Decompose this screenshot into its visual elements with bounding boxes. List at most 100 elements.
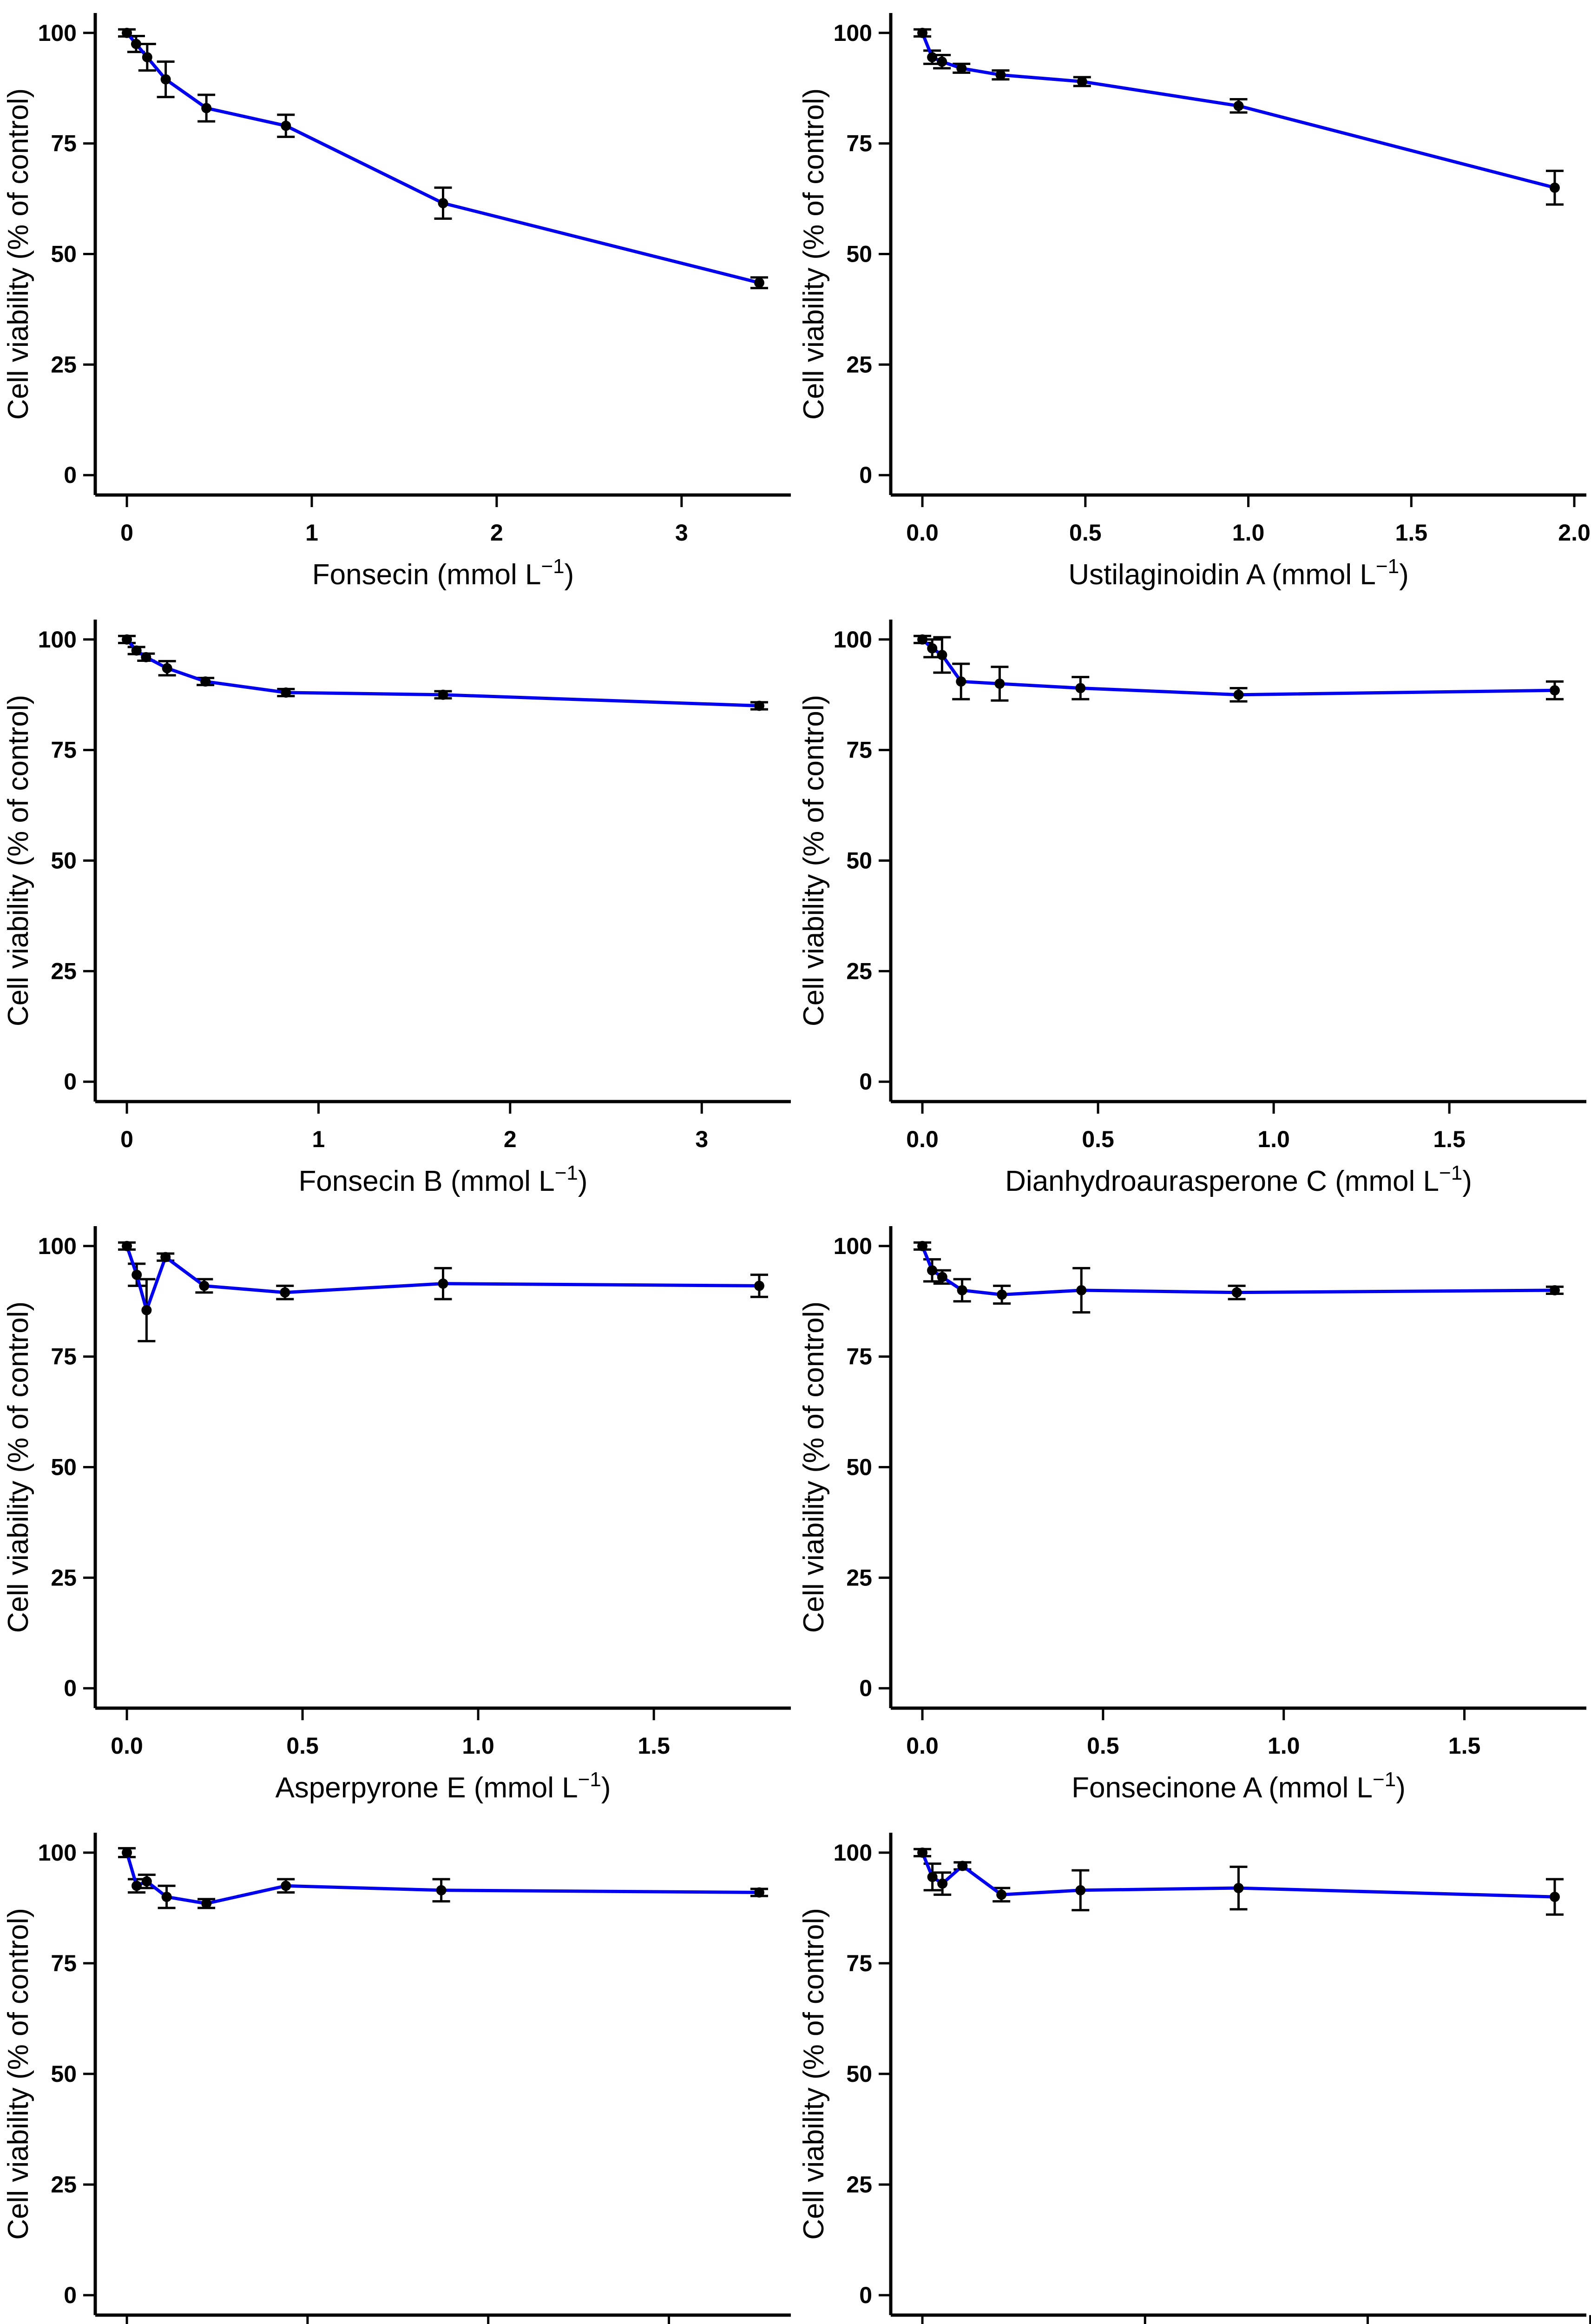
data-point [956,676,966,687]
data-point [1549,1285,1560,1295]
axis-title-exponent: −1 [578,1768,601,1791]
axis-title-base: Fonsecin B (mmol L [298,1165,554,1197]
y-tick-label: 50 [846,1454,872,1480]
axes: 0 25 50 75 100 0.0 0.5 1.0 1.5 [834,620,1586,1152]
y-axis-title: Cell viability (% of control) [798,695,830,1026]
y-tick-label: 25 [51,2172,77,2198]
x-tick-label: 1 [305,520,318,546]
y-axis-title: Cell viability (% of control) [2,88,34,420]
data-point [1077,76,1087,87]
axes: 02550751000246 [834,1833,1591,2324]
data-point [281,120,291,131]
chart-dianhydroaurasperone-c: 0 25 50 75 100 0.0 0.5 1.0 1.5 Dianhydroauraspero… [796,607,1591,1213]
y-tick-label: 25 [846,958,872,984]
y-tick-label: 0 [64,1675,77,1701]
series-line [921,638,1555,697]
data-point [1231,1287,1242,1298]
x-axis-title: Fonsecin (mmol L−1) [312,555,574,591]
axes: 0 25 50 75 100 0.0 0.5 1.0 1.5 [38,1226,791,1759]
chart-ascorbic-acid: 02550751000246Ascorbic acid (mmol L−1)Ce… [796,1820,1591,2324]
data-point [280,1287,290,1298]
x-tick-label: 2 [490,520,503,546]
y-axis-title: Cell viability (% of control) [798,1301,830,1633]
chart-svg: 0 25 50 75 100 0.0 0.5 1.0 1.5 Fonsecinone A (mmo… [798,1226,1586,1804]
x-tick-label: 0.5 [1069,520,1102,546]
data-point [160,74,171,85]
data-point [160,1252,171,1262]
data-point [917,27,928,38]
data-point [281,1881,291,1891]
y-tick-label: 50 [846,848,872,874]
data-point [754,277,764,288]
chart-svg: 0 25 50 75 100 0.0 0.5 1.0 1.5 2.0 Ustilaginoidin … [798,13,1591,591]
chart-fonsecinone-a: 0 25 50 75 100 0.0 0.5 1.0 1.5 Fonsecinone A (mmo… [796,1213,1591,1820]
y-tick-label: 25 [846,1565,872,1591]
data-points [122,1241,764,1315]
axis-title-base: Fonsecinone A (mmol L [1072,1772,1373,1804]
data-points [122,634,764,711]
axis-title-close: ) [1396,1772,1406,1804]
error-bars [914,1241,1564,1314]
x-tick-label: 2 [504,1126,517,1152]
data-point [927,1265,938,1276]
y-tick-label: 75 [51,1950,77,1976]
data-point [1549,182,1560,193]
y-tick-label: 100 [834,1840,872,1866]
axis-title-base: Fonsecin (mmol L [312,559,541,591]
data-points [917,634,1560,700]
axis-title-close: ) [1399,559,1409,591]
data-point [994,678,1005,689]
data-point [937,1272,947,1282]
data-point [131,645,142,656]
x-tick-label: 1.5 [1433,1126,1466,1152]
x-tick-label: 0.0 [906,1733,939,1759]
data-point [927,643,938,654]
y-tick-label: 0 [64,1069,77,1095]
chart-svg: 0 25 50 75 100 0 1 2 3 Fonsecin (mmol L−1) Cell vi… [2,13,791,591]
data-point [1233,100,1244,111]
data-points [122,1847,764,1909]
y-tick-label: 50 [51,848,77,874]
y-tick-label: 50 [51,1454,77,1480]
y-tick-label: 25 [51,958,77,984]
y-tick-label: 75 [51,737,77,763]
data-point [937,1878,948,1889]
data-point [1233,689,1244,700]
y-tick-label: 100 [834,1233,872,1259]
axes: 0 25 50 75 100 0 1 2 3 [38,620,791,1152]
axis-title-exponent: −1 [1439,1162,1462,1184]
x-tick-label: 0.5 [1087,1733,1119,1759]
y-tick-label: 100 [38,1233,77,1259]
error-bars [118,1847,768,1909]
chart-asperpyrone-e: 0 25 50 75 100 0.0 0.5 1.0 1.5 Asperpyrone E (mmo… [0,1213,796,1820]
x-tick-label: 0.0 [906,1126,939,1152]
x-tick-label: 0.5 [1082,1126,1114,1152]
data-points [917,1241,1560,1300]
data-point [927,1872,938,1882]
x-axis-title: Asperpyrone E (mmol L−1) [275,1768,611,1804]
y-tick-label: 25 [51,351,77,377]
y-tick-label: 0 [64,2282,77,2308]
data-point [1075,683,1086,693]
data-point [141,652,151,662]
y-tick-label: 25 [846,351,872,377]
data-point [122,634,132,645]
axis-title-exponent: −1 [555,1162,578,1184]
axis-title-close: ) [601,1772,611,1804]
chart-svg: 0 25 50 75 100 0.0 0.5 1.0 1.5 Asperpyrone E (mmo… [2,1226,791,1804]
data-point [131,1881,142,1891]
data-point [1233,1883,1244,1894]
data-point [917,1847,928,1858]
x-tick-label: 1.0 [1268,1733,1300,1759]
data-points [122,27,764,288]
x-tick-label: 1.5 [638,1733,670,1759]
data-point [957,1285,967,1295]
y-axis-title: Cell viability (% of control) [798,1908,830,2240]
data-point [956,63,967,73]
data-point [1549,1892,1560,1902]
data-points [917,27,1560,193]
data-point [997,1289,1007,1300]
data-point [201,1898,212,1909]
